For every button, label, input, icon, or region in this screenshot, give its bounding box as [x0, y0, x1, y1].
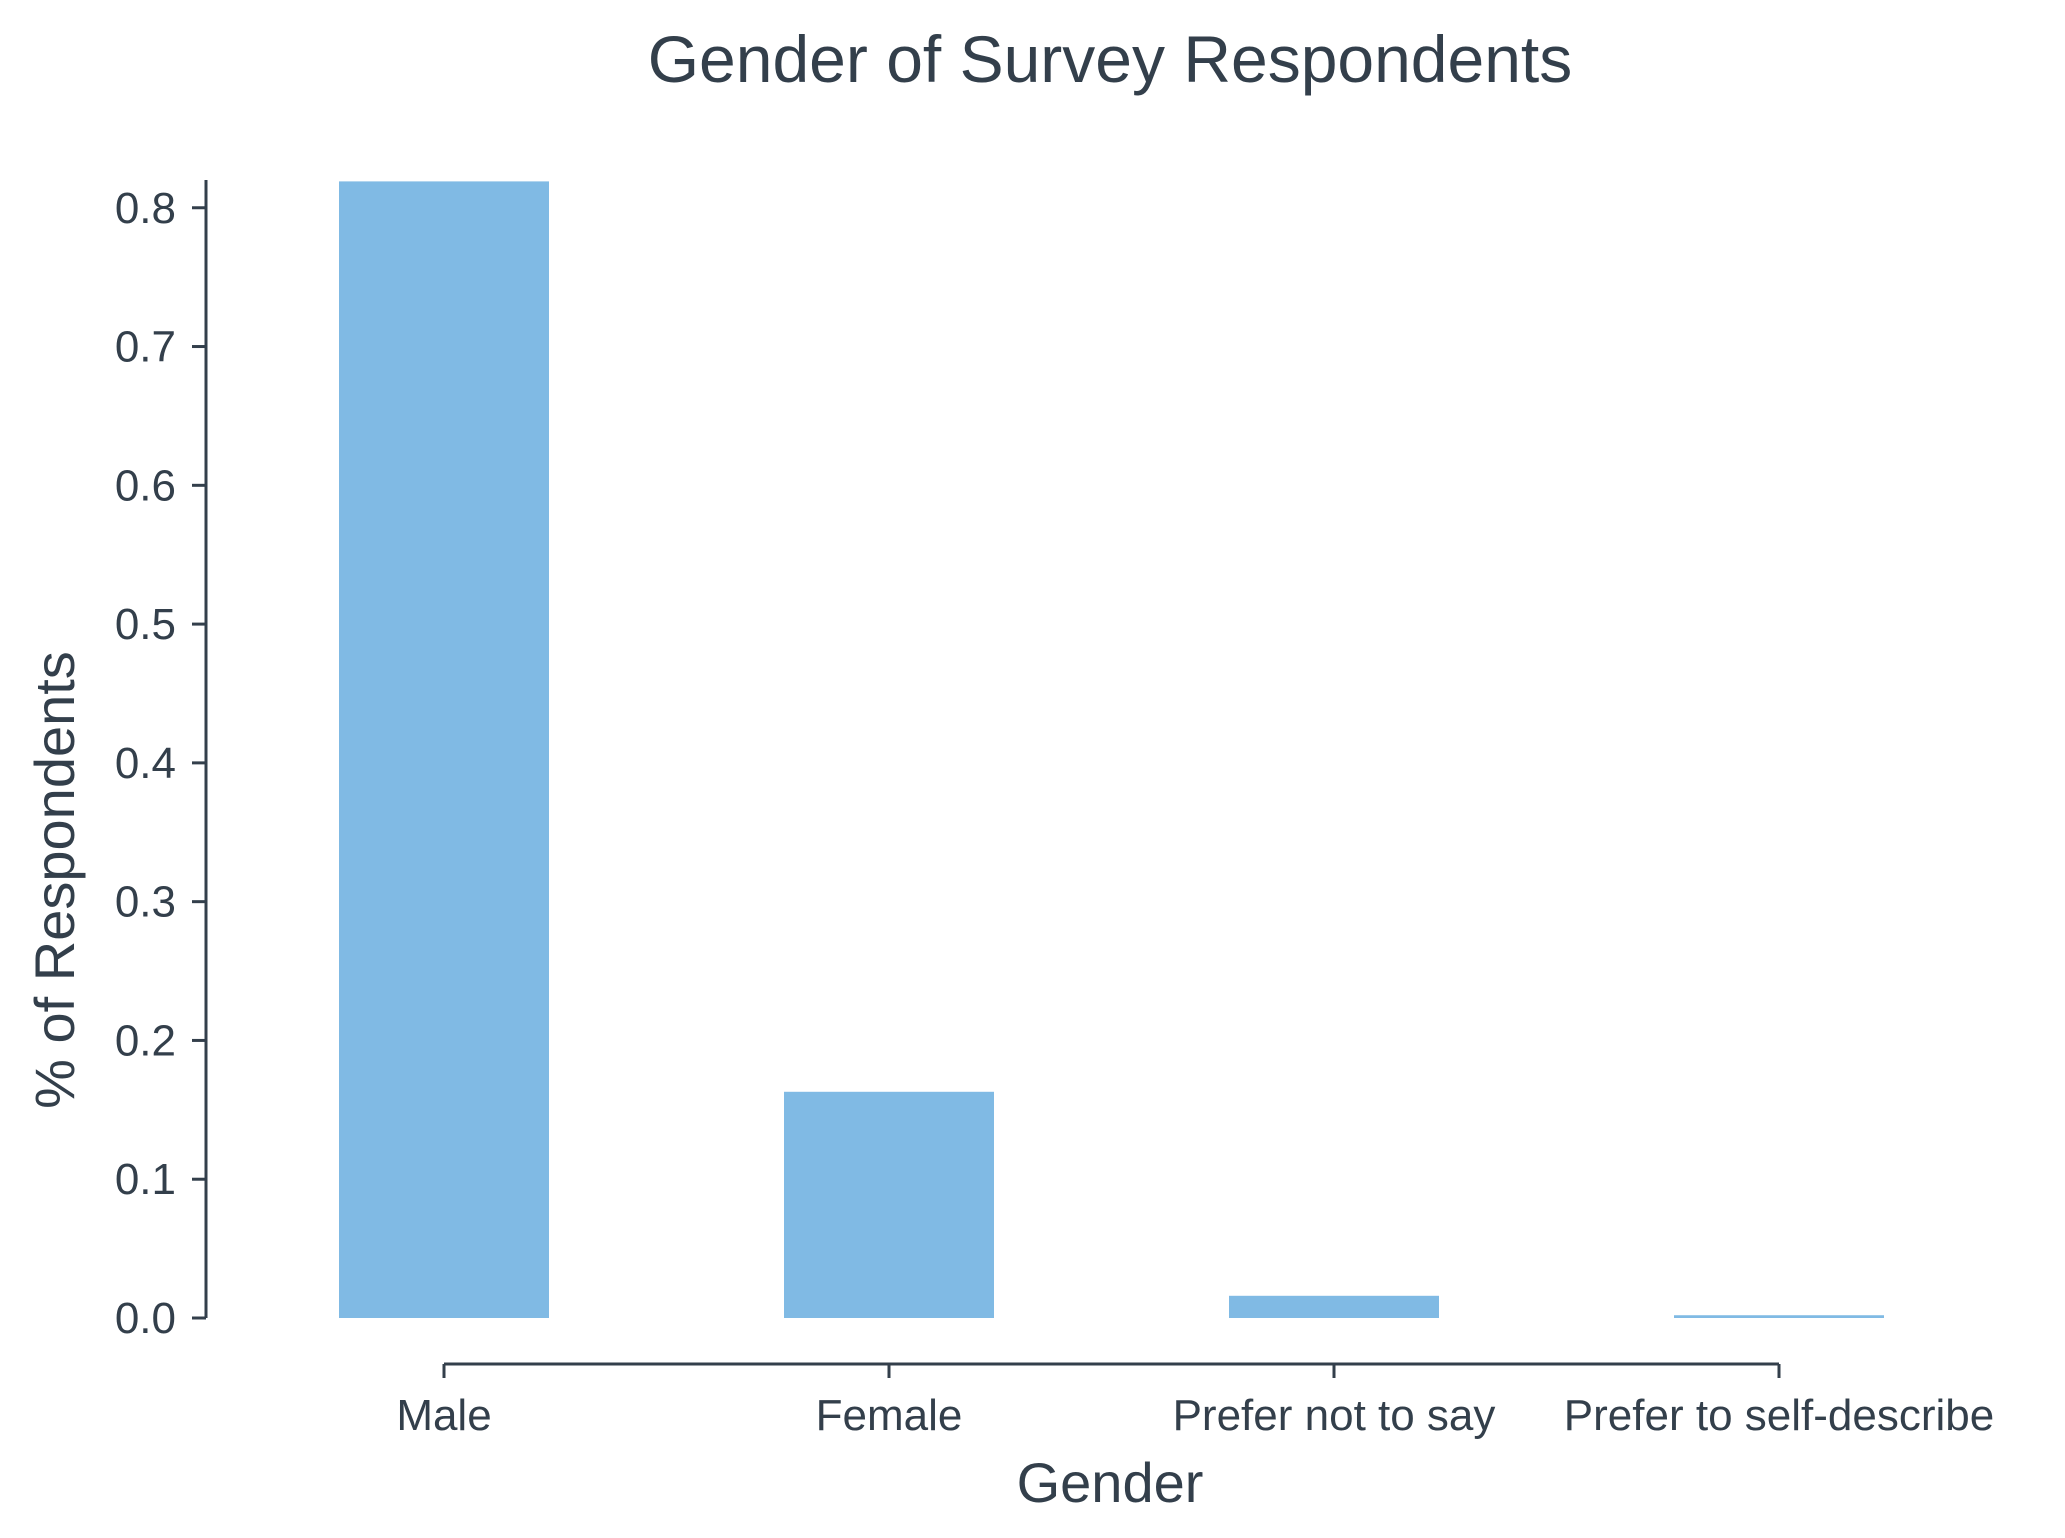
y-tick-label: 0.6: [115, 461, 176, 510]
y-tick-label: 0.4: [115, 739, 176, 788]
x-tick-label: Male: [396, 1391, 491, 1440]
y-axis: 0.0 0.1 0.2 0.3 0.4 0.5 0.6 0.7 0.8: [115, 180, 208, 1343]
bar-female: [784, 1091, 994, 1318]
x-tick-label: Prefer to self-describe: [1564, 1391, 1994, 1440]
y-axis-label: % of Respondents: [23, 651, 86, 1109]
y-tick-label: 0.0: [115, 1294, 176, 1343]
y-tick-label: 0.1: [115, 1155, 176, 1204]
bars: [339, 181, 1884, 1318]
x-axis-label: Gender: [1017, 1451, 1204, 1514]
y-tick-label: 0.3: [115, 878, 176, 927]
y-tick-label: 0.8: [115, 184, 176, 233]
bar-prefer-not-to-say: [1229, 1295, 1439, 1318]
x-tick-label: Prefer not to say: [1173, 1391, 1496, 1440]
chart-title: Gender of Survey Respondents: [648, 22, 1573, 96]
y-tick-label: 0.5: [115, 600, 176, 649]
bar-male: [339, 181, 549, 1318]
x-axis: Male Female Prefer not to say Prefer to sel…: [396, 1362, 1994, 1440]
y-tick-label: 0.7: [115, 323, 176, 372]
bar-prefer-to-self-describe: [1674, 1315, 1884, 1318]
y-tick-label: 0.2: [115, 1016, 176, 1065]
x-tick-label: Female: [816, 1391, 963, 1440]
